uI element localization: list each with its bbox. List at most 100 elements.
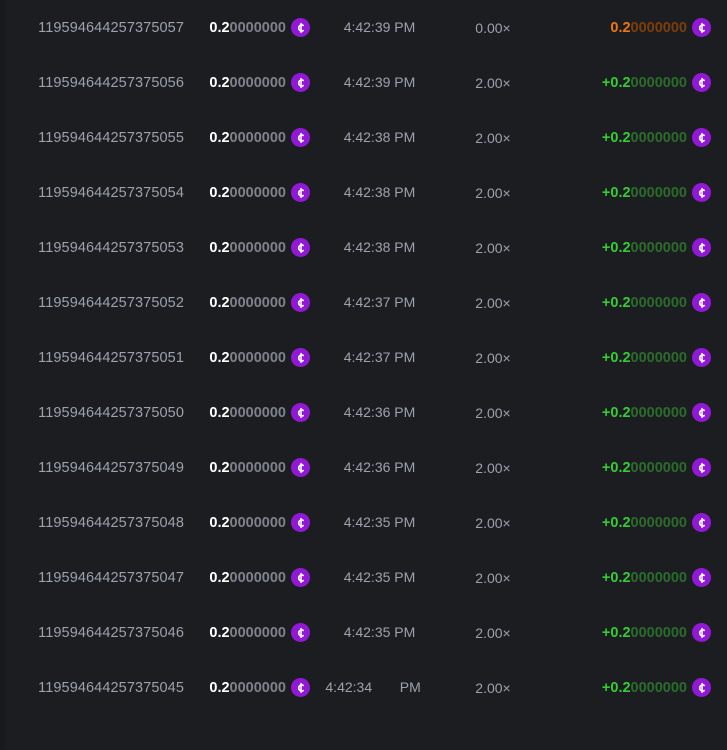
bet-amount-trailing-zeros: 0000000 [229, 19, 286, 36]
bet-payout-trailing-zeros: 0000000 [630, 129, 687, 146]
bet-id-cell: 119594644257375057 [10, 20, 190, 36]
bet-payout-trailing-zeros: 0000000 [630, 679, 687, 696]
bet-payout-significant: +0.2 [601, 624, 631, 641]
bet-time-cell: 4:42:36 PM [312, 458, 447, 477]
bet-payout-significant: +0.2 [601, 239, 631, 256]
table-row[interactable]: 119594644257375049 0.20000000 4:42:36 PM… [0, 440, 727, 495]
bet-multiplier-cell: 2.00× [447, 130, 539, 146]
bet-amount-value: 0.20000000 [209, 185, 286, 201]
bet-amount-trailing-zeros: 0000000 [229, 569, 286, 586]
bet-payout-significant: +0.2 [601, 129, 631, 146]
bet-time-line-1: 4:42:35 PM [343, 514, 416, 531]
bet-amount-significant: 0.2 [209, 349, 230, 366]
cent-coin-icon [692, 183, 711, 202]
bet-id-cell: 119594644257375054 [10, 185, 190, 201]
table-row[interactable]: 119594644257375046 0.20000000 4:42:35 PM… [0, 605, 727, 660]
bet-multiplier-cell: 2.00× [447, 185, 539, 201]
table-row[interactable]: 119594644257375057 0.20000000 4:42:39 PM… [0, 0, 727, 55]
bet-payout-significant: +0.2 [601, 569, 631, 586]
bet-id-cell: 119594644257375051 [10, 350, 190, 366]
bet-payout-cell: +0.20000000 [539, 238, 711, 257]
bet-amount-trailing-zeros: 0000000 [229, 459, 286, 476]
bet-time-line-2: PM [399, 679, 421, 696]
bet-id-value: 119594644257375054 [38, 184, 184, 201]
bet-time-cell: 4:42:34 PM [312, 678, 447, 697]
bet-multiplier-value: 2.00× [475, 514, 511, 531]
bet-amount-value: 0.20000000 [209, 75, 286, 91]
table-row[interactable]: 119594644257375053 0.20000000 4:42:38 PM… [0, 220, 727, 275]
cent-coin-icon [692, 128, 711, 147]
bet-amount-value: 0.20000000 [209, 460, 286, 476]
table-row[interactable]: 119594644257375048 0.20000000 4:42:35 PM… [0, 495, 727, 550]
bet-time-cell: 4:42:38 PM [312, 183, 447, 202]
bet-payout-value: +0.20000000 [602, 680, 687, 696]
bet-payout-trailing-zeros: 0000000 [630, 404, 687, 421]
bet-time-line-1: 4:42:38 PM [343, 129, 416, 146]
bet-amount-cell: 0.20000000 [190, 238, 312, 257]
cent-coin-icon [692, 513, 711, 532]
bet-payout-cell: +0.20000000 [539, 513, 711, 532]
bet-time-line-1: 4:42:38 PM [343, 184, 416, 201]
bet-payout-value: +0.20000000 [602, 625, 687, 641]
bet-amount-value: 0.20000000 [209, 680, 286, 696]
bet-payout-value: +0.20000000 [602, 350, 687, 366]
bet-id-cell: 119594644257375045 [10, 680, 190, 696]
bet-amount-trailing-zeros: 0000000 [229, 679, 286, 696]
bet-amount-trailing-zeros: 0000000 [229, 74, 286, 91]
table-row[interactable]: 119594644257375054 0.20000000 4:42:38 PM… [0, 165, 727, 220]
cent-coin-icon [291, 513, 310, 532]
bet-time-cell: 4:42:37 PM [312, 348, 447, 367]
bet-id-value: 119594644257375055 [38, 129, 184, 146]
bet-multiplier-cell: 2.00× [447, 515, 539, 531]
bet-time-line-1: 4:42:36 PM [343, 459, 416, 476]
bet-payout-significant: +0.2 [601, 184, 631, 201]
bet-multiplier-value: 2.00× [475, 74, 511, 91]
bet-amount-trailing-zeros: 0000000 [229, 184, 286, 201]
bet-id-cell: 119594644257375053 [10, 240, 190, 256]
bet-time-cell: 4:42:35 PM [312, 623, 447, 642]
bet-time-cell: 4:42:36 PM [312, 403, 447, 422]
bet-amount-value: 0.20000000 [209, 515, 286, 531]
table-row[interactable]: 119594644257375045 0.20000000 4:42:34 PM… [0, 660, 727, 715]
table-row[interactable]: 119594644257375050 0.20000000 4:42:36 PM… [0, 385, 727, 440]
table-row[interactable]: 119594644257375047 0.20000000 4:42:35 PM… [0, 550, 727, 605]
bet-id-value: 119594644257375045 [38, 679, 184, 696]
bet-time-cell: 4:42:35 PM [312, 513, 447, 532]
bet-history-rows[interactable]: 119594644257375057 0.20000000 4:42:39 PM… [0, 0, 727, 715]
bet-time-cell: 4:42:38 PM [312, 128, 447, 147]
bet-amount-trailing-zeros: 0000000 [229, 239, 286, 256]
bet-amount-significant: 0.2 [209, 239, 230, 256]
bet-payout-cell: +0.20000000 [539, 678, 711, 697]
table-row[interactable]: 119594644257375052 0.20000000 4:42:37 PM… [0, 275, 727, 330]
bet-payout-value: +0.20000000 [602, 240, 687, 256]
bet-multiplier-cell: 2.00× [447, 350, 539, 366]
bet-payout-value: +0.20000000 [602, 75, 687, 91]
bet-multiplier-value: 2.00× [475, 404, 511, 421]
bet-amount-significant: 0.2 [209, 74, 230, 91]
bet-payout-value: +0.20000000 [602, 570, 687, 586]
bet-id-value: 119594644257375053 [38, 239, 184, 256]
table-row[interactable]: 119594644257375051 0.20000000 4:42:37 PM… [0, 330, 727, 385]
bet-payout-trailing-zeros: 0000000 [630, 184, 687, 201]
cent-coin-icon [692, 678, 711, 697]
cent-coin-icon [692, 348, 711, 367]
bet-id-cell: 119594644257375055 [10, 130, 190, 146]
cent-coin-icon [291, 623, 310, 642]
bet-payout-cell: +0.20000000 [539, 73, 711, 92]
bet-id-value: 119594644257375047 [38, 569, 184, 586]
bet-payout-cell: +0.20000000 [539, 348, 711, 367]
bet-multiplier-cell: 2.00× [447, 570, 539, 586]
bet-payout-cell: +0.20000000 [539, 183, 711, 202]
table-row[interactable]: 119594644257375056 0.20000000 4:42:39 PM… [0, 55, 727, 110]
bet-multiplier-cell: 2.00× [447, 460, 539, 476]
bet-amount-value: 0.20000000 [209, 20, 286, 36]
bet-multiplier-value: 2.00× [475, 569, 511, 586]
bet-id-cell: 119594644257375046 [10, 625, 190, 641]
bet-id-value: 119594644257375046 [38, 624, 184, 641]
cent-coin-icon [692, 238, 711, 257]
cent-coin-icon [291, 18, 310, 37]
table-row[interactable]: 119594644257375055 0.20000000 4:42:38 PM… [0, 110, 727, 165]
cent-coin-icon [692, 18, 711, 37]
bet-id-cell: 119594644257375056 [10, 75, 190, 91]
bet-payout-trailing-zeros: 0000000 [630, 74, 687, 91]
